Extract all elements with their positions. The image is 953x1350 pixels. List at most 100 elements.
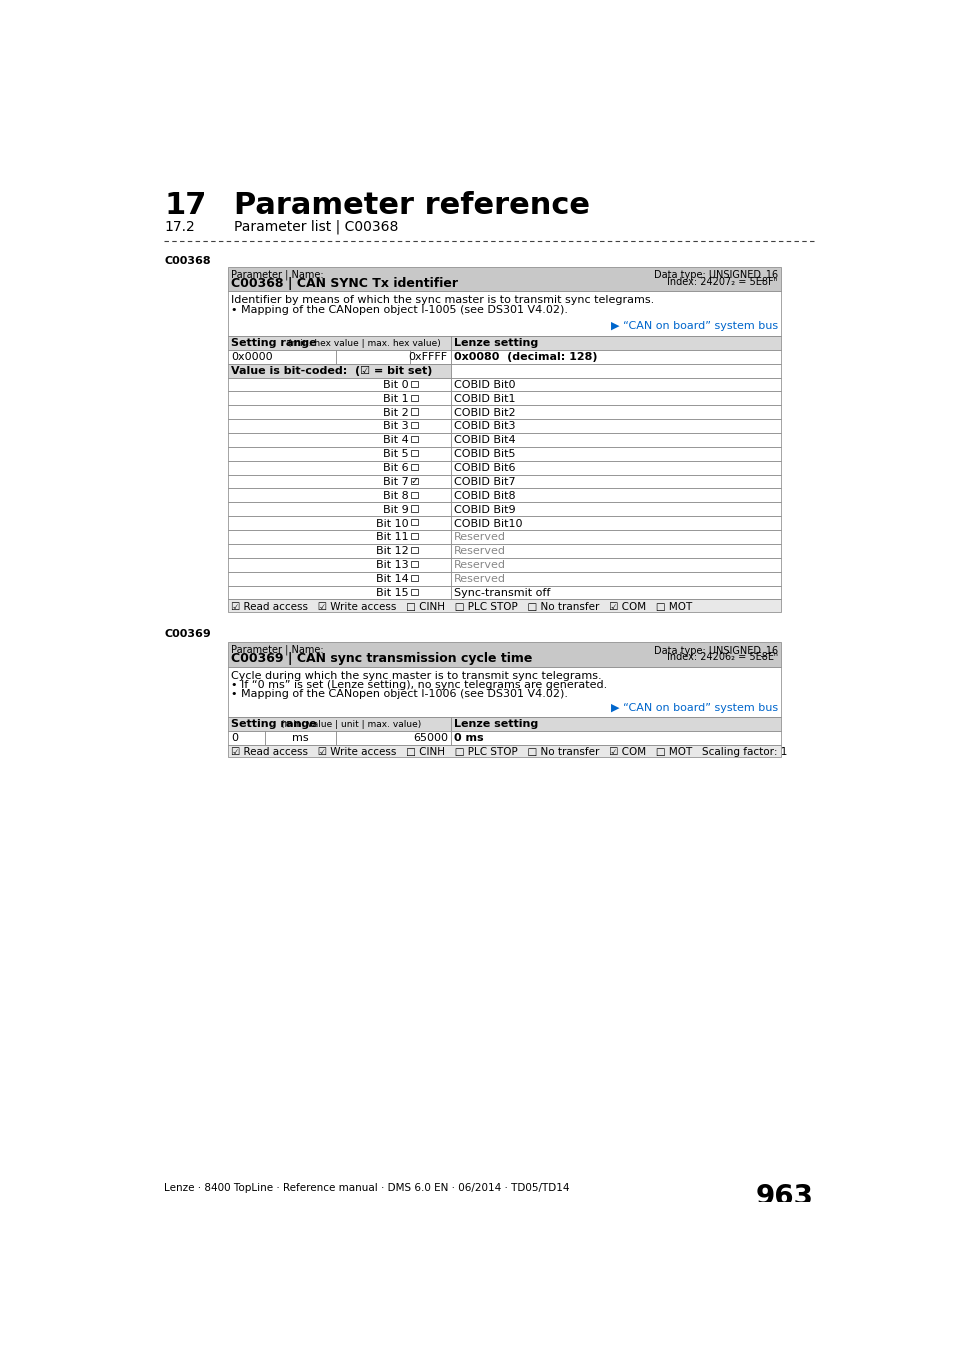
Bar: [228, 447, 451, 460]
Text: Bit 13: Bit 13: [376, 560, 409, 570]
Text: ▶ “CAN on board” system bus: ▶ “CAN on board” system bus: [610, 702, 778, 713]
Bar: [228, 502, 451, 516]
Text: • Mapping of the CANopen object I-1006 (see DS301 V4.02).: • Mapping of the CANopen object I-1006 (…: [231, 690, 567, 699]
Bar: [451, 336, 781, 350]
Bar: [228, 350, 335, 363]
Bar: [228, 717, 451, 732]
Bar: [451, 489, 781, 502]
Text: 17.2: 17.2: [164, 220, 194, 234]
Bar: [228, 336, 451, 350]
Bar: [411, 560, 417, 567]
Text: • Mapping of the CANopen object I-1005 (see DS301 V4.02).: • Mapping of the CANopen object I-1005 (…: [231, 305, 567, 315]
Bar: [451, 363, 781, 378]
Text: Bit 11: Bit 11: [376, 532, 409, 543]
Bar: [228, 732, 265, 745]
Bar: [451, 516, 781, 531]
Bar: [451, 558, 781, 571]
Text: COBID Bit0: COBID Bit0: [454, 379, 515, 390]
Bar: [228, 489, 451, 502]
Bar: [411, 381, 417, 387]
Bar: [265, 732, 335, 745]
Bar: [411, 575, 417, 580]
Text: ms: ms: [292, 733, 309, 744]
Text: • If “0 ms” is set (Lenze setting), no sync telegrams are generated.: • If “0 ms” is set (Lenze setting), no s…: [231, 680, 606, 690]
Text: Parameter | Name:: Parameter | Name:: [231, 269, 323, 279]
Text: COBID Bit3: COBID Bit3: [454, 421, 515, 432]
Text: Bit 1: Bit 1: [383, 394, 409, 404]
Bar: [411, 478, 417, 483]
Text: Parameter reference: Parameter reference: [233, 192, 589, 220]
Bar: [228, 643, 781, 667]
Text: Reserved: Reserved: [454, 547, 505, 556]
Text: Parameter | Name:: Parameter | Name:: [231, 645, 323, 655]
Bar: [228, 392, 451, 405]
Text: COBID Bit9: COBID Bit9: [454, 505, 516, 514]
Text: (min. hex value | max. hex value): (min. hex value | max. hex value): [288, 339, 440, 348]
Bar: [411, 505, 417, 512]
Bar: [451, 475, 781, 489]
Text: 65000: 65000: [413, 733, 447, 744]
Bar: [451, 571, 781, 586]
Bar: [228, 405, 451, 420]
Text: Bit 5: Bit 5: [383, 450, 409, 459]
Bar: [228, 267, 781, 292]
Text: Bit 9: Bit 9: [383, 505, 409, 514]
Text: 0: 0: [231, 733, 237, 744]
Bar: [451, 447, 781, 460]
Bar: [228, 558, 451, 571]
Bar: [228, 544, 451, 558]
Text: Lenze setting: Lenze setting: [454, 339, 537, 348]
Bar: [451, 460, 781, 475]
Bar: [228, 571, 451, 586]
Bar: [451, 586, 781, 599]
Text: Sync-transmit off: Sync-transmit off: [454, 587, 550, 598]
Text: Bit 12: Bit 12: [375, 547, 409, 556]
Bar: [228, 378, 451, 392]
Text: 0xFFFF: 0xFFFF: [408, 352, 447, 362]
Bar: [451, 502, 781, 516]
Bar: [451, 350, 781, 363]
Bar: [451, 378, 781, 392]
Bar: [228, 667, 781, 717]
Text: C00369 | CAN sync transmission cycle time: C00369 | CAN sync transmission cycle tim…: [231, 652, 532, 666]
Bar: [451, 531, 781, 544]
Text: Data type: UNSIGNED_16: Data type: UNSIGNED_16: [653, 645, 778, 656]
Text: C00369: C00369: [164, 629, 211, 639]
Text: ☑ Read access   ☑ Write access   □ CINH   □ PLC STOP   □ No transfer   ☑ COM   □: ☑ Read access ☑ Write access □ CINH □ PL…: [231, 602, 691, 612]
Bar: [451, 392, 781, 405]
Bar: [451, 732, 781, 745]
Text: (min. value | unit | max. value): (min. value | unit | max. value): [281, 721, 421, 729]
Text: Bit 3: Bit 3: [383, 421, 409, 432]
Text: COBID Bit10: COBID Bit10: [454, 518, 522, 528]
Text: C00368 | CAN SYNC Tx identifier: C00368 | CAN SYNC Tx identifier: [231, 277, 457, 290]
Bar: [411, 589, 417, 595]
Bar: [411, 394, 417, 401]
Bar: [228, 745, 781, 757]
Bar: [228, 516, 451, 531]
Bar: [411, 520, 417, 525]
Bar: [228, 531, 451, 544]
Text: Bit 14: Bit 14: [375, 574, 409, 585]
Bar: [410, 350, 451, 363]
Text: Bit 0: Bit 0: [383, 379, 409, 390]
Bar: [411, 533, 417, 539]
Text: 0 ms: 0 ms: [454, 733, 483, 744]
Text: ▶ “CAN on board” system bus: ▶ “CAN on board” system bus: [610, 320, 778, 331]
Text: 0x0000: 0x0000: [231, 352, 273, 362]
Bar: [228, 475, 451, 489]
Text: COBID Bit1: COBID Bit1: [454, 394, 515, 404]
Bar: [451, 405, 781, 420]
Text: Bit 6: Bit 6: [383, 463, 409, 472]
Text: Index: 24207₂ = 5E8Fʰ: Index: 24207₂ = 5E8Fʰ: [667, 277, 778, 286]
Bar: [451, 544, 781, 558]
Text: COBID Bit8: COBID Bit8: [454, 491, 516, 501]
Text: Lenze setting: Lenze setting: [454, 720, 537, 729]
Text: 17: 17: [164, 192, 207, 220]
Text: COBID Bit7: COBID Bit7: [454, 477, 516, 487]
Bar: [335, 350, 410, 363]
Text: Reserved: Reserved: [454, 574, 505, 585]
Text: COBID Bit6: COBID Bit6: [454, 463, 515, 472]
Text: Setting range: Setting range: [231, 339, 316, 348]
Bar: [228, 292, 781, 336]
Bar: [411, 436, 417, 443]
